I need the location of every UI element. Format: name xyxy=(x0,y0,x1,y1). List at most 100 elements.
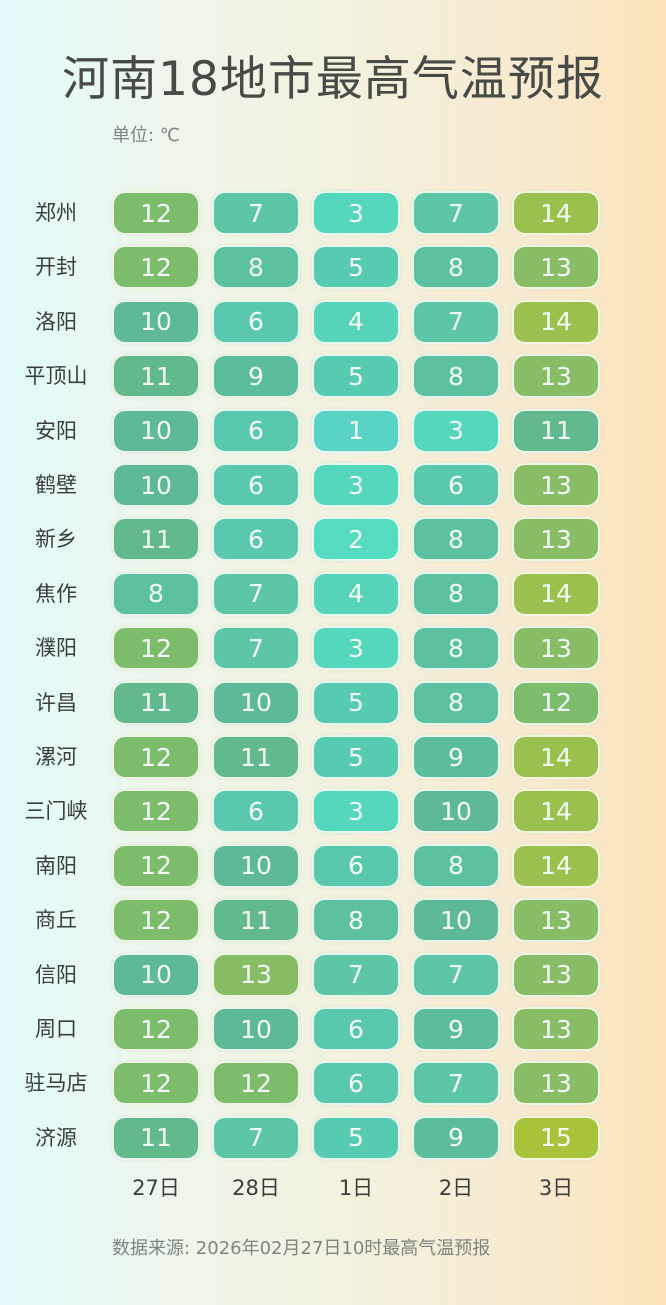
table-row: 平顶山 11 9 5 8 13 xyxy=(0,353,666,399)
temperature-cell: 7 xyxy=(212,626,300,671)
temperature-cell: 6 xyxy=(212,408,300,453)
table-row: 焦作 8 7 4 8 14 xyxy=(0,571,666,617)
temperature-cell: 7 xyxy=(412,952,500,997)
table-row: 许昌 11 10 5 8 12 xyxy=(0,680,666,726)
temperature-cell: 14 xyxy=(512,735,600,779)
temperature-cell: 14 xyxy=(512,299,600,344)
table-row: 洛阳 10 6 4 7 14 xyxy=(0,299,666,345)
temperature-cell: 11 xyxy=(212,898,300,943)
temperature-cell: 2 xyxy=(312,517,400,562)
table-row: 驻马店 12 12 6 7 13 xyxy=(0,1060,666,1106)
city-label: 驻马店 xyxy=(24,1071,88,1096)
temperature-cell: 6 xyxy=(212,517,300,562)
temperature-cell: 12 xyxy=(112,245,200,290)
temperature-cell: 10 xyxy=(212,1007,300,1051)
temperature-cell: 7 xyxy=(212,571,300,616)
city-label: 三门峡 xyxy=(24,799,88,824)
temperature-cell: 13 xyxy=(512,1007,600,1051)
temperature-cell: 11 xyxy=(112,1115,200,1160)
temperature-cell: 13 xyxy=(512,952,600,997)
city-label: 洛阳 xyxy=(35,309,77,334)
temperature-cell: 15 xyxy=(512,1115,600,1160)
temperature-cell: 3 xyxy=(312,191,400,235)
temperature-cell: 9 xyxy=(412,1007,500,1051)
date-label: 27日 xyxy=(132,1176,180,1200)
temperature-cell: 7 xyxy=(212,191,300,235)
temperature-cell: 11 xyxy=(112,517,200,562)
temperature-cell: 8 xyxy=(412,517,500,562)
temperature-cell: 10 xyxy=(212,680,300,725)
city-label: 济源 xyxy=(35,1125,77,1150)
temperature-cell: 5 xyxy=(312,1115,400,1160)
temperature-cell: 8 xyxy=(412,354,500,399)
date-label: 3日 xyxy=(538,1176,574,1200)
city-label: 濮阳 xyxy=(35,636,77,661)
temperature-cell: 12 xyxy=(112,898,200,943)
temperature-cell: 4 xyxy=(312,299,400,344)
table-row: 信阳 10 13 7 7 13 xyxy=(0,952,666,998)
temperature-cell: 5 xyxy=(312,354,400,399)
unit-label: 单位: ℃ xyxy=(112,125,181,146)
temperature-cell: 8 xyxy=(412,626,500,671)
table-row: 周口 12 10 6 9 13 xyxy=(0,1006,666,1052)
temperature-cell: 10 xyxy=(112,952,200,997)
temperature-cell: 7 xyxy=(412,299,500,344)
temperature-cell: 5 xyxy=(312,735,400,779)
temperature-cell: 13 xyxy=(512,463,600,507)
temperature-cell: 14 xyxy=(512,571,600,616)
temperature-cell: 13 xyxy=(512,245,600,290)
temperature-cell: 3 xyxy=(312,626,400,671)
temperature-cell: 3 xyxy=(312,789,400,834)
temperature-cell: 10 xyxy=(112,408,200,453)
temperature-cell: 12 xyxy=(112,191,200,235)
temperature-cell: 9 xyxy=(212,354,300,399)
date-label: 2日 xyxy=(438,1176,474,1200)
temperature-cell: 12 xyxy=(112,735,200,779)
page-title: 河南18地市最高气温预报 xyxy=(62,52,604,107)
temperature-cell: 1 xyxy=(312,408,400,453)
temperature-cell: 8 xyxy=(412,680,500,725)
temperature-cell: 10 xyxy=(212,843,300,888)
temperature-cell: 8 xyxy=(412,843,500,888)
temperature-cell: 13 xyxy=(512,354,600,399)
temperature-cell: 6 xyxy=(312,1007,400,1051)
temperature-cell: 12 xyxy=(112,843,200,888)
date-label: 1日 xyxy=(338,1176,374,1200)
city-label: 平顶山 xyxy=(24,364,88,389)
temperature-cell: 6 xyxy=(212,789,300,834)
temperature-cell: 8 xyxy=(312,898,400,943)
temperature-cell: 14 xyxy=(512,789,600,834)
city-label: 开封 xyxy=(35,255,77,280)
temperature-cell: 6 xyxy=(312,1061,400,1106)
temperature-cell: 13 xyxy=(512,898,600,943)
temperature-cell: 12 xyxy=(112,1061,200,1106)
temperature-cell: 8 xyxy=(212,245,300,290)
table-row: 南阳 12 10 6 8 14 xyxy=(0,843,666,889)
temperature-cell: 6 xyxy=(312,843,400,888)
temperature-cell: 8 xyxy=(112,571,200,616)
temperature-cell: 10 xyxy=(412,898,500,943)
temperature-cell: 13 xyxy=(512,626,600,671)
city-label: 郑州 xyxy=(35,201,77,225)
temperature-cell: 3 xyxy=(312,463,400,507)
table-row: 三门峡 12 6 3 10 14 xyxy=(0,788,666,834)
temperature-cell: 5 xyxy=(312,680,400,725)
temperature-cell: 14 xyxy=(512,843,600,888)
temperature-cell: 7 xyxy=(412,191,500,235)
temperature-cell: 8 xyxy=(412,571,500,616)
temperature-cell: 13 xyxy=(512,517,600,562)
temperature-cell: 10 xyxy=(412,789,500,834)
temperature-cell: 6 xyxy=(412,463,500,507)
temperature-cell: 8 xyxy=(412,245,500,290)
city-label: 安阳 xyxy=(35,418,77,443)
temperature-cell: 9 xyxy=(412,735,500,779)
temperature-cell: 12 xyxy=(512,680,600,725)
temperature-cell: 12 xyxy=(212,1061,300,1106)
table-row: 济源 11 7 5 9 15 xyxy=(0,1115,666,1161)
temperature-cell: 5 xyxy=(312,245,400,290)
city-label: 信阳 xyxy=(35,962,77,987)
temperature-cell: 6 xyxy=(212,299,300,344)
data-source-note: 数据来源: 2026年02月27日10时最高气温预报 xyxy=(112,1238,491,1259)
temperature-cell: 3 xyxy=(412,408,500,453)
temperature-cell: 4 xyxy=(312,571,400,616)
